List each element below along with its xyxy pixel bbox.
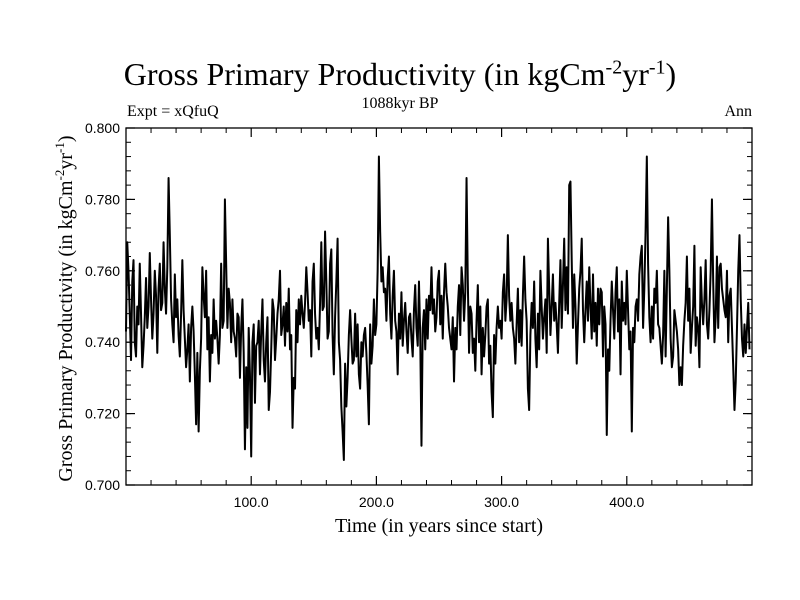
x-tick-label: 100.0 (234, 494, 269, 510)
plot-frame (125, 127, 753, 486)
y-tick-label: 0.780 (85, 191, 120, 207)
x-tick-label: 400.0 (609, 494, 644, 510)
y-tick-label: 0.760 (85, 263, 120, 279)
x-tick-label: 300.0 (484, 494, 519, 510)
y-tick-label: 0.700 (85, 477, 120, 493)
x-axis-label: Time (in years since start) (335, 515, 543, 537)
chart-title: Gross Primary Productivity (in kgCm-2yr-… (123, 56, 677, 92)
y-axis-label: Gross Primary Productivity (in kgCm-2yr-… (52, 135, 77, 481)
y-tick-label: 0.720 (85, 406, 120, 422)
season-label: Ann (724, 103, 752, 120)
y-tick-label: 0.740 (85, 334, 120, 350)
x-axis-ticks: 100.0 200.0 300.0 400.0 (150, 128, 728, 510)
experiment-label: Expt = xQfuQ (127, 103, 219, 120)
period-label: 1088kyr BP (361, 95, 439, 112)
y-axis-ticks: 0.700 0.720 0.740 0.760 0.780 0.800 (85, 120, 752, 493)
x-tick-label: 200.0 (359, 494, 394, 510)
series-line (125, 155, 751, 462)
y-tick-label: 0.800 (85, 120, 120, 136)
